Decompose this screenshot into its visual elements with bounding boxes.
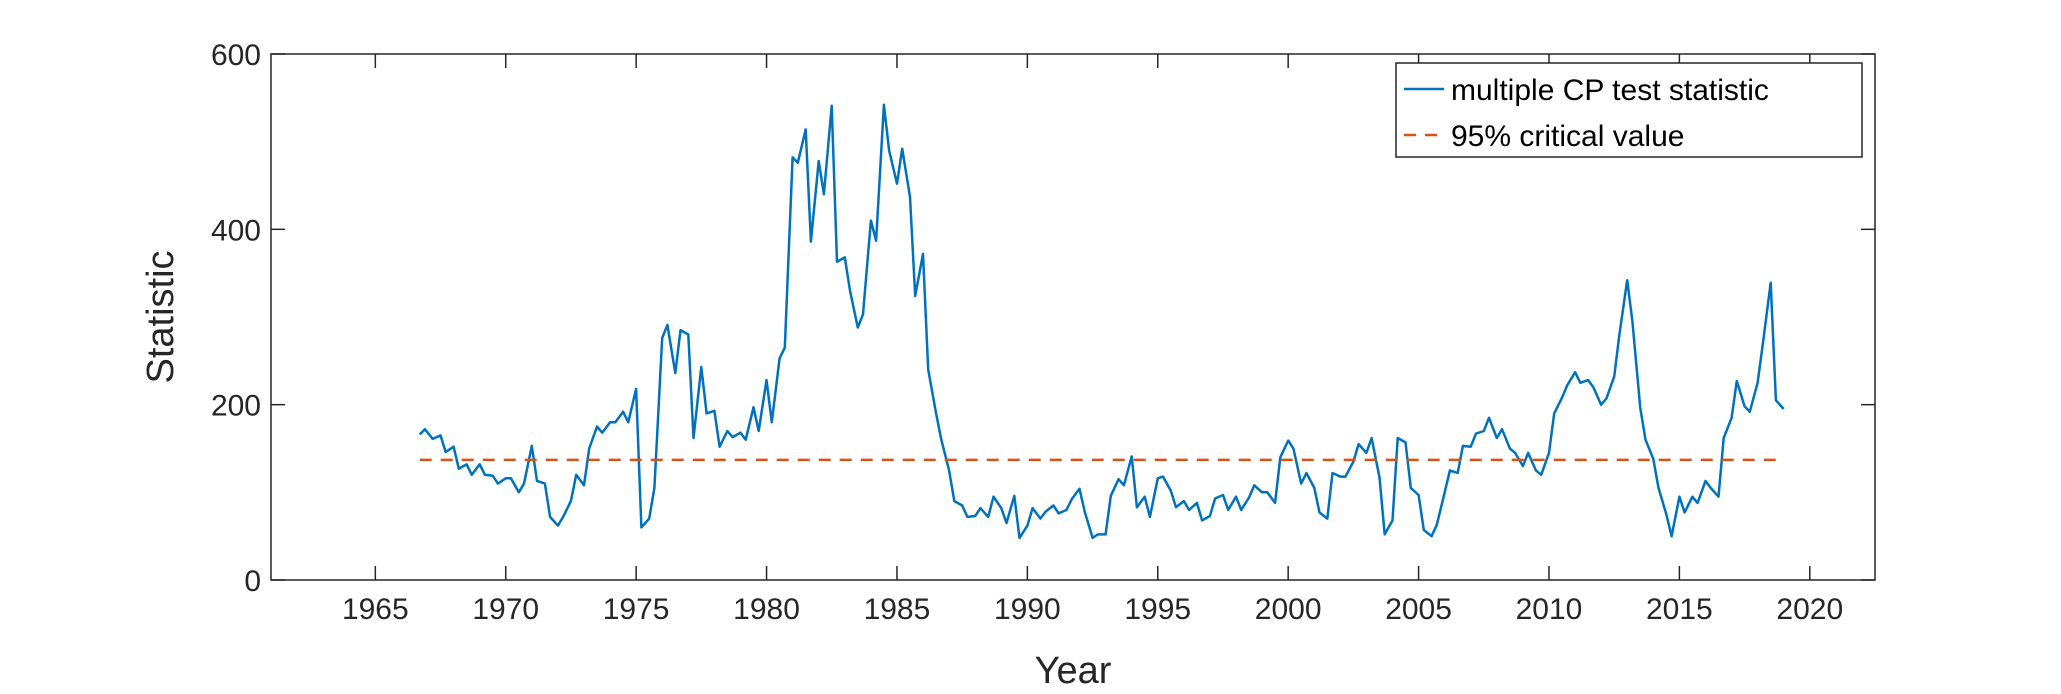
x-tick-label: 1990 [994, 593, 1061, 626]
x-tick-label: 1985 [864, 593, 931, 626]
y-tick-label: 0 [244, 565, 261, 598]
x-tick-label: 2010 [1516, 593, 1583, 626]
x-tick-label: 2020 [1776, 593, 1843, 626]
x-tick-label: 1995 [1124, 593, 1191, 626]
x-tick-label: 1980 [733, 593, 800, 626]
legend-label-series-1: multiple CP test statistic [1451, 74, 1769, 107]
x-axis-ticks: 1965 1970 1975 1980 1985 1990 1995 2000 2005 2010… [342, 54, 1843, 626]
x-tick-label: 2005 [1385, 593, 1452, 626]
x-tick-label: 2015 [1646, 593, 1713, 626]
x-tick-label: 1965 [342, 593, 409, 626]
series-line-1 [418, 103, 1785, 540]
legend: multiple CP test statistic 95% critical … [1395, 62, 1863, 158]
y-axis-ticks: 0 200 400 600 [211, 39, 1875, 598]
legend-label-series-2: 95% critical value [1451, 120, 1684, 153]
series-layer [418, 103, 1785, 540]
y-tick-label: 200 [211, 390, 261, 423]
x-tick-label: 2000 [1255, 593, 1322, 626]
y-tick-label: 400 [211, 214, 261, 247]
x-tick-label: 1975 [603, 593, 670, 626]
x-tick-label: 1970 [472, 593, 539, 626]
legend-box [1395, 62, 1863, 158]
x-axis-title: Year [1035, 650, 1112, 692]
y-tick-label: 600 [211, 39, 261, 72]
y-axis-title: Statistic [140, 250, 182, 383]
